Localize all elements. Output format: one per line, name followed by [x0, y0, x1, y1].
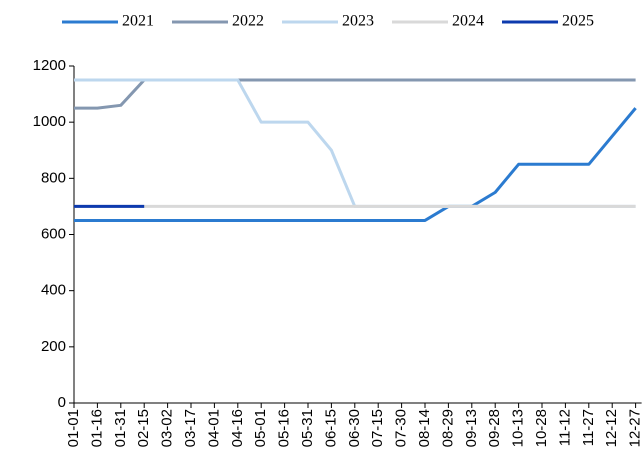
x-tick-label: 08-14 [416, 409, 433, 447]
x-tick-label: 06-30 [346, 409, 363, 447]
legend-label: 2025 [562, 13, 594, 30]
series-line [74, 78, 636, 110]
x-tick-label: 04-01 [205, 409, 222, 447]
x-tick-label: 11-12 [556, 409, 573, 446]
y-tick-label: 0 [58, 394, 66, 411]
x-tick-label: 09-13 [463, 409, 480, 447]
x-tick-label: 12-27 [627, 409, 643, 447]
series-line [74, 78, 636, 208]
x-tick-label: 02-15 [135, 409, 152, 447]
x-tick-label: 01-01 [65, 409, 82, 447]
x-tick-label: 07-30 [393, 409, 410, 447]
y-tick-label: 800 [41, 169, 66, 186]
y-tick-label: 600 [41, 225, 66, 242]
x-tick-label: 09-28 [486, 409, 503, 447]
x-tick-label: 01-16 [88, 409, 105, 447]
y-tick-label: 400 [41, 282, 66, 299]
y-tick-label: 1000 [33, 113, 66, 130]
x-tick-label: 12-12 [603, 409, 620, 447]
x-tick-label: 04-16 [229, 409, 246, 447]
x-tick-label: 05-16 [276, 409, 293, 447]
legend-label: 2021 [122, 13, 154, 30]
legend-label: 2022 [232, 13, 264, 30]
legend-label: 2024 [452, 13, 484, 30]
x-tick-label: 11-27 [580, 409, 597, 446]
x-tick-label: 01-31 [112, 409, 129, 447]
x-tick-label: 07-15 [369, 409, 386, 447]
x-tick-label: 03-02 [159, 409, 176, 447]
x-tick-label: 06-15 [322, 409, 339, 447]
x-tick-label: 08-29 [439, 409, 456, 447]
y-tick-label: 200 [41, 338, 66, 355]
y-tick-label: 1200 [33, 57, 66, 74]
legend-label: 2023 [342, 13, 374, 30]
series-line [74, 107, 637, 222]
x-tick-label: 10-13 [510, 409, 527, 447]
x-tick-label: 05-31 [299, 409, 316, 447]
x-tick-label: 10-28 [533, 409, 550, 447]
x-tick-label: 03-17 [182, 409, 199, 447]
x-tick-label: 05-01 [252, 409, 269, 447]
